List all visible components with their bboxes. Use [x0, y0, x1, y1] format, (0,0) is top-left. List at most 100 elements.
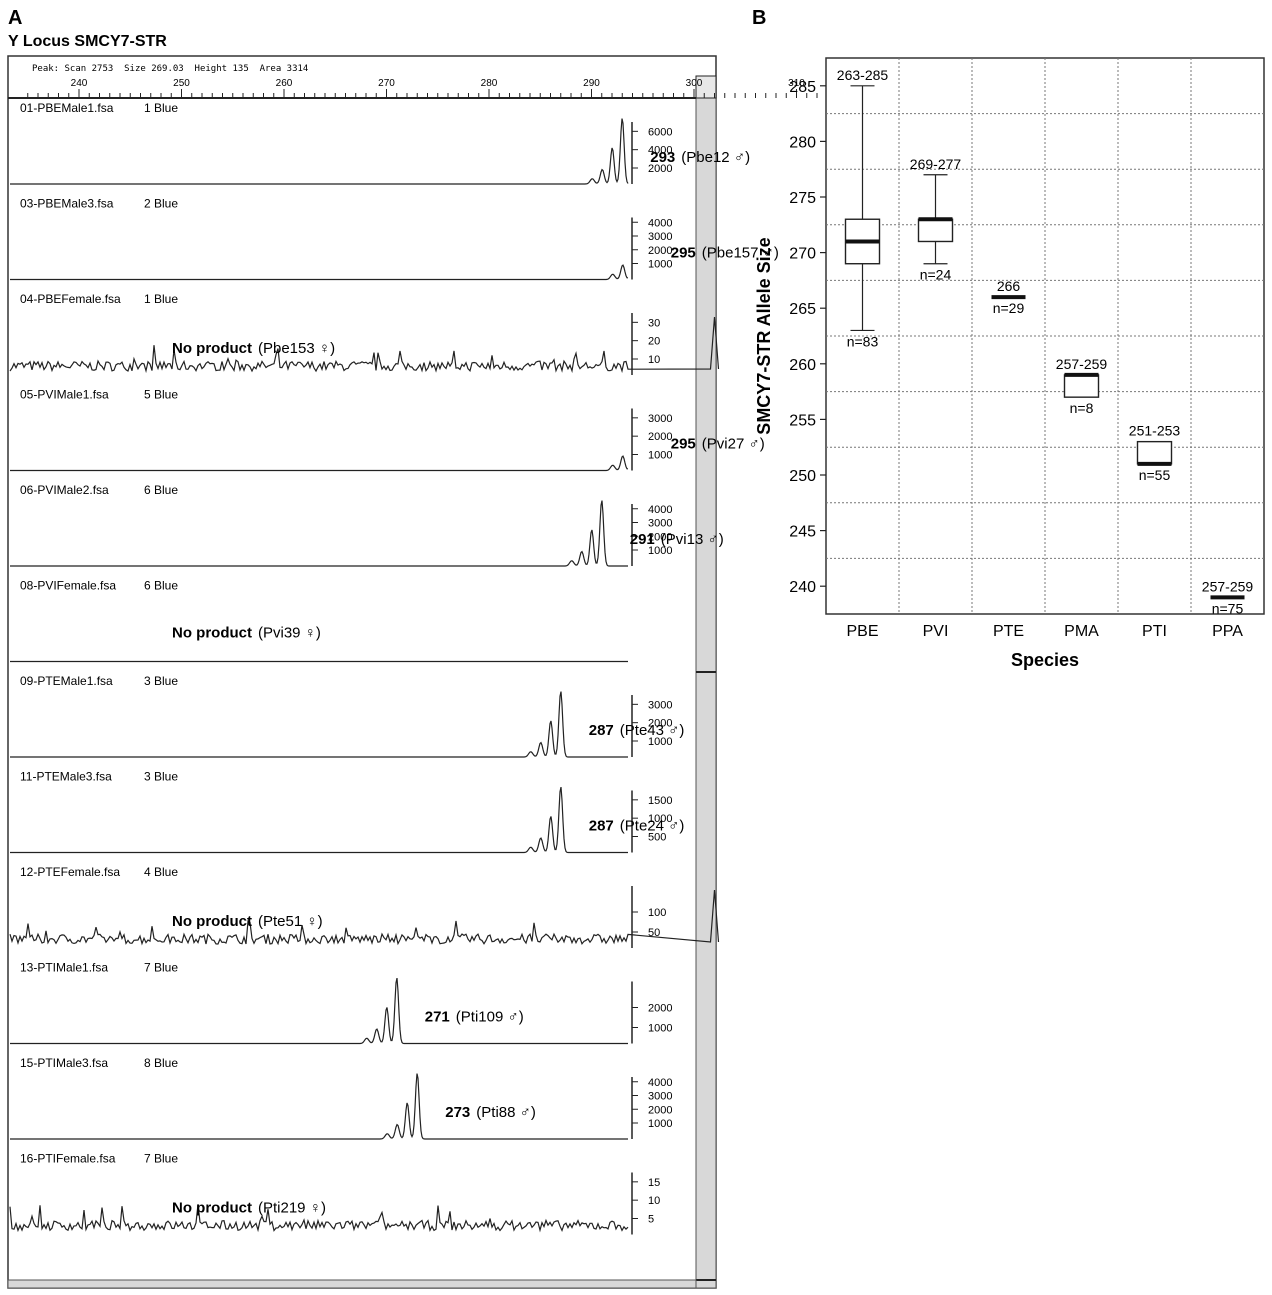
ruler-tick-label: 280: [481, 78, 498, 89]
sample-id: (Pte51 ♀): [258, 913, 323, 930]
panel-a-letter: A: [8, 7, 22, 29]
range-label: 263-285: [837, 67, 889, 83]
sample-id: (Pbe157 ♂): [702, 245, 779, 262]
box-plot: 240 245 250 255 260 265 270 275 280 285 PBE PVI PTE P…: [754, 57, 1265, 670]
x-axis-label: Species: [1011, 650, 1079, 670]
ruler-tick-label: 260: [276, 78, 293, 89]
trace-y-tick-label: 6000: [648, 126, 672, 138]
allele-call-label: 287 (Pte24 ♂): [589, 818, 685, 835]
allele-call: 287: [589, 818, 614, 835]
trace-y-tick-label: 500: [648, 832, 666, 844]
y-tick-label: 275: [789, 190, 816, 207]
allele-call-label: No product (Pti219 ♀): [172, 1200, 326, 1217]
range-label: 251-253: [1129, 423, 1181, 439]
sample-id: (Pti88 ♂): [476, 1104, 536, 1121]
allele-call: 295: [671, 245, 696, 262]
trace-y-tick-label: 15: [648, 1177, 660, 1189]
box-pvi: 269-277 n=24: [910, 156, 962, 283]
x-tick-label: PVI: [923, 623, 949, 640]
trace-dye: 3 Blue: [144, 674, 178, 688]
allele-call-label: 293 (Pbe12 ♂): [650, 149, 750, 166]
trace-y-tick-label: 1000: [648, 450, 672, 462]
trace-y-tick-label: 1000: [648, 1118, 672, 1130]
n-label: n=55: [1139, 467, 1171, 483]
sample-id: (Pte43 ♂): [620, 722, 685, 739]
range-label: 257-259: [1056, 356, 1108, 372]
trace-file-name: 05-PVIMale1.fsa: [20, 388, 109, 402]
y-tick-label: 280: [789, 134, 816, 151]
allele-call: No product: [172, 340, 252, 357]
y-tick-label: 245: [789, 524, 816, 541]
trace-panel: 09-PTEMale1.fsa 3 Blue 3000 2000 1000 287 (Pte…: [10, 674, 685, 758]
trace-dye: 7 Blue: [144, 1152, 178, 1166]
trace-dye: 1 Blue: [144, 101, 178, 115]
trace-file-name: 15-PTIMale3.fsa: [20, 1056, 108, 1070]
box-pti: 251-253 n=55: [1129, 423, 1181, 483]
trace-dye: 5 Blue: [144, 388, 178, 402]
y-tick-label: 265: [789, 301, 816, 318]
box-pbe: 263-285 n=83: [837, 67, 889, 350]
box-ppa: 257-259 n=75: [1202, 578, 1254, 616]
scrollbar-thumb[interactable]: [695, 75, 717, 99]
trace-y-tick-label: 10: [648, 354, 660, 366]
trace-dye: 3 Blue: [144, 770, 178, 784]
trace-y-tick-label: 3000: [648, 518, 672, 530]
trace-signal: [9, 1204, 629, 1233]
trace-y-tick-label: 4000: [648, 217, 672, 229]
trace-y-tick-label: 10: [648, 1195, 660, 1207]
trace-y-tick-label: 30: [648, 317, 660, 329]
ruler-tick-label: 310: [788, 78, 805, 89]
allele-call-label: No product (Pvi39 ♀): [172, 625, 321, 642]
panel-a-title: Y Locus SMCY7-STR: [8, 33, 167, 50]
allele-call: 271: [425, 1009, 450, 1026]
y-axis-label: SMCY7-STR Allele Size: [754, 237, 774, 434]
sample-id: (Pte24 ♂): [620, 818, 685, 835]
box-body: [1136, 440, 1173, 465]
sample-id: (Pvi27 ♂): [702, 436, 765, 453]
trace-y-tick-label: 4000: [648, 145, 672, 157]
trace-file-name: 03-PBEMale3.fsa: [20, 197, 114, 211]
ruler-tick-label: 290: [583, 78, 600, 89]
electropherogram-window: Peak: Scan 2753 Size 269.03 Height 135 A…: [7, 55, 1187, 1289]
box-body: [1063, 374, 1100, 398]
window-frame: [7, 55, 717, 1289]
trace-signal: [10, 264, 628, 281]
trace-y-tick-label: 1500: [648, 795, 672, 807]
x-tick-label: PPA: [1212, 623, 1243, 640]
allele-call: 295: [671, 436, 696, 453]
ruler-tick-label: 250: [173, 78, 190, 89]
trace-y-tick-label: 2000: [648, 1003, 672, 1015]
trace-file-name: 16-PTIFemale.fsa: [20, 1152, 116, 1166]
trace-y-tick-label: 2000: [648, 718, 672, 730]
trace-file-name: 12-PTEFemale.fsa: [20, 865, 120, 879]
x-tick-label: PMA: [1064, 623, 1099, 640]
trace-dye: 1 Blue: [144, 292, 178, 306]
trace-dye: 6 Blue: [144, 579, 178, 593]
trace-dye: 6 Blue: [144, 483, 178, 497]
trace-file-name: 01-PBEMale1.fsa: [20, 101, 114, 115]
allele-call-label: 295 (Pbe157 ♂): [671, 245, 779, 262]
y-tick-label: 240: [789, 579, 816, 596]
n-label: n=24: [920, 267, 952, 283]
trace-file-name: 06-PVIMale2.fsa: [20, 483, 109, 497]
allele-call: 273: [445, 1104, 470, 1121]
trace-panel: 16-PTIFemale.fsa 7 Blue 15 10 5 No product (Pt…: [9, 1152, 660, 1235]
ruler-tick-label: 300: [686, 78, 703, 89]
range-label: 257-259: [1202, 578, 1254, 594]
trace-panel: 04-PBEFemale.fsa 1 Blue 30 20 10 No product (P…: [9, 292, 720, 375]
trace-file-name: 04-PBEFemale.fsa: [20, 292, 121, 306]
status-bar-text: Peak: Scan 2753 Size 269.03 Height 135 A…: [32, 64, 308, 74]
horizontal-scrollbar[interactable]: [7, 1279, 697, 1289]
trace-panel: 11-PTEMale3.fsa 3 Blue 1500 1000 500 287 (Pte2…: [10, 770, 685, 854]
trace-y-tick-label: 1000: [648, 736, 672, 748]
trace-panel: 13-PTIMale1.fsa 7 Blue 2000 1000 271 (Pti109 …: [10, 961, 672, 1045]
allele-call: No product: [172, 1200, 252, 1217]
y-tick-label: 270: [789, 246, 816, 263]
trace-signal: [9, 889, 720, 946]
trace-y-tick-label: 3000: [648, 1091, 672, 1103]
allele-call-label: 295 (Pvi27 ♂): [671, 436, 765, 453]
allele-call-label: 271 (Pti109 ♂): [425, 1009, 524, 1026]
